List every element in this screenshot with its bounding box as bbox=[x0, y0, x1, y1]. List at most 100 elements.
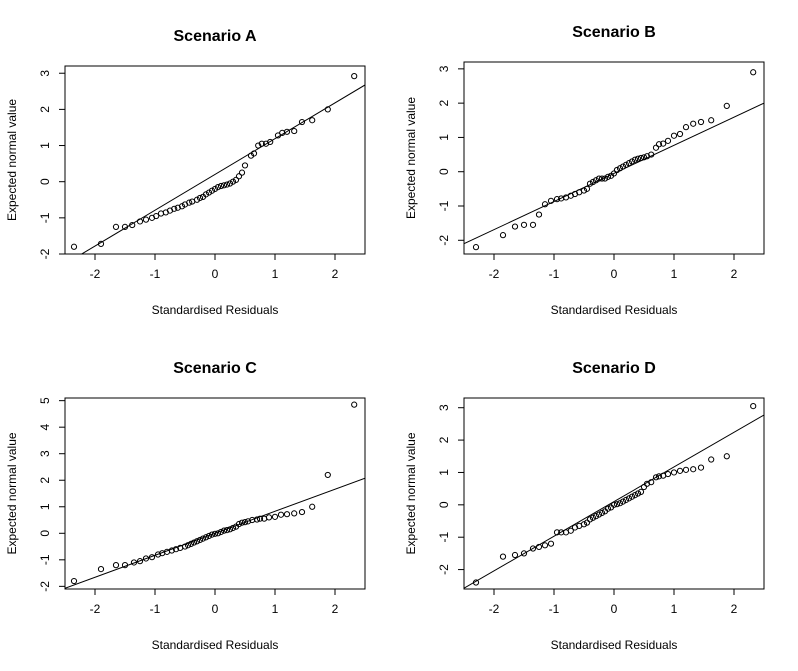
data-point bbox=[298, 118, 306, 126]
data-point bbox=[271, 513, 279, 520]
y-tick-label: 0 bbox=[437, 501, 451, 508]
y-tick-label: 2 bbox=[38, 106, 52, 113]
data-point bbox=[723, 102, 730, 109]
data-point bbox=[220, 527, 228, 534]
data-point bbox=[208, 187, 216, 194]
data-point bbox=[511, 551, 519, 559]
data-point bbox=[634, 490, 642, 497]
data-point bbox=[196, 194, 204, 202]
data-point bbox=[664, 470, 672, 478]
data-point bbox=[97, 240, 105, 247]
data-point bbox=[655, 473, 663, 480]
data-point bbox=[223, 527, 231, 534]
data-point bbox=[136, 558, 144, 565]
data-point bbox=[628, 158, 636, 165]
data-point bbox=[97, 566, 105, 573]
data-point bbox=[750, 69, 757, 76]
data-point bbox=[529, 545, 537, 552]
data-point bbox=[205, 532, 213, 540]
y-tick-label: 1 bbox=[38, 142, 52, 149]
data-point bbox=[511, 223, 519, 230]
data-point bbox=[690, 120, 697, 127]
data-point bbox=[121, 562, 129, 569]
data-point bbox=[676, 467, 684, 474]
plot-frame bbox=[463, 61, 765, 255]
data-point bbox=[226, 526, 234, 533]
data-point bbox=[586, 180, 594, 187]
reference-line bbox=[464, 102, 764, 245]
y-axis-label: Expected normal value bbox=[404, 97, 418, 219]
data-point bbox=[690, 466, 697, 473]
data-point bbox=[351, 73, 358, 80]
data-point bbox=[622, 161, 630, 168]
x-tick-label: -1 bbox=[150, 267, 161, 281]
data-point bbox=[238, 169, 246, 176]
data-point bbox=[217, 528, 225, 536]
data-point bbox=[535, 211, 543, 218]
data-point bbox=[520, 221, 528, 228]
data-point bbox=[255, 142, 262, 149]
data-point bbox=[244, 518, 252, 525]
y-tick-label: 3 bbox=[437, 404, 451, 411]
data-point bbox=[253, 516, 261, 523]
data-point bbox=[604, 505, 612, 512]
chart-title: Scenario D bbox=[572, 360, 656, 377]
x-axis-label: Standardised Residuals bbox=[152, 303, 279, 317]
data-point bbox=[598, 175, 606, 182]
x-tick-label: 2 bbox=[731, 267, 738, 281]
data-point bbox=[181, 543, 189, 550]
data-point bbox=[351, 401, 358, 408]
data-point bbox=[676, 130, 684, 138]
data-point bbox=[567, 527, 574, 534]
data-point bbox=[613, 166, 621, 174]
data-point bbox=[258, 140, 265, 147]
data-point bbox=[223, 181, 231, 188]
y-tick-label: 2 bbox=[437, 436, 451, 443]
data-point bbox=[670, 469, 678, 476]
data-point bbox=[142, 216, 150, 223]
x-tick-label: 0 bbox=[611, 267, 618, 281]
x-axis-label: Standardised Residuals bbox=[152, 638, 279, 652]
y-tick-label: -2 bbox=[437, 235, 451, 246]
data-point bbox=[309, 117, 316, 124]
data-point bbox=[168, 547, 175, 554]
data-point bbox=[580, 521, 588, 528]
data-point bbox=[499, 553, 507, 560]
data-point bbox=[580, 187, 588, 194]
data-point bbox=[601, 175, 609, 182]
x-tick-label: 2 bbox=[332, 602, 339, 616]
data-point bbox=[187, 540, 195, 548]
data-point bbox=[520, 550, 528, 557]
y-tick-label: -2 bbox=[38, 581, 52, 592]
data-point bbox=[153, 212, 160, 220]
data-point bbox=[238, 519, 246, 526]
data-point bbox=[664, 137, 672, 144]
data-point bbox=[190, 539, 198, 546]
data-point bbox=[595, 511, 603, 518]
plot-frame bbox=[64, 65, 366, 255]
data-point bbox=[70, 243, 78, 250]
data-point bbox=[708, 456, 715, 463]
data-point bbox=[472, 244, 480, 251]
data-point bbox=[682, 124, 690, 131]
data-point bbox=[640, 154, 648, 161]
data-point bbox=[640, 483, 648, 491]
data-point bbox=[682, 466, 690, 473]
data-point bbox=[535, 543, 543, 551]
data-point bbox=[541, 201, 549, 208]
data-point bbox=[199, 535, 207, 542]
data-point bbox=[723, 453, 730, 460]
y-tick-label: 5 bbox=[38, 397, 52, 404]
data-point bbox=[472, 579, 480, 586]
data-point bbox=[298, 508, 306, 516]
data-point bbox=[291, 510, 298, 517]
x-tick-label: 2 bbox=[332, 267, 339, 281]
data-point bbox=[229, 524, 237, 532]
data-point bbox=[655, 141, 663, 148]
data-point bbox=[184, 542, 192, 549]
data-point bbox=[604, 173, 612, 180]
data-point bbox=[670, 132, 678, 139]
x-tick-label: 1 bbox=[671, 267, 678, 281]
data-point bbox=[598, 509, 606, 517]
x-tick-label: 1 bbox=[671, 602, 678, 616]
